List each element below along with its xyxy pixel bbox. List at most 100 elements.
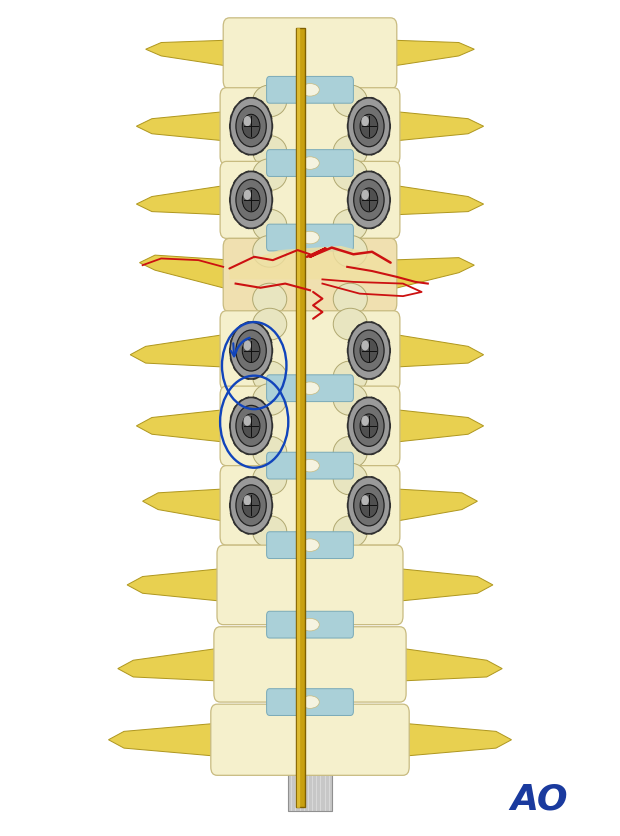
- Polygon shape: [388, 41, 474, 68]
- Polygon shape: [388, 258, 474, 291]
- Ellipse shape: [333, 86, 367, 118]
- Circle shape: [354, 486, 384, 526]
- FancyBboxPatch shape: [267, 375, 353, 402]
- Circle shape: [236, 486, 266, 526]
- Circle shape: [360, 189, 378, 212]
- Ellipse shape: [253, 210, 286, 242]
- Ellipse shape: [253, 86, 286, 118]
- Circle shape: [361, 191, 369, 201]
- Polygon shape: [140, 256, 232, 291]
- FancyBboxPatch shape: [223, 239, 397, 313]
- FancyBboxPatch shape: [220, 312, 400, 391]
- Circle shape: [244, 191, 251, 201]
- Circle shape: [348, 172, 390, 229]
- Ellipse shape: [301, 460, 319, 472]
- FancyBboxPatch shape: [267, 225, 353, 252]
- Circle shape: [230, 477, 272, 534]
- Polygon shape: [118, 648, 223, 681]
- FancyBboxPatch shape: [220, 162, 400, 239]
- Circle shape: [230, 323, 272, 380]
- Polygon shape: [391, 112, 484, 142]
- Circle shape: [230, 99, 272, 155]
- Circle shape: [242, 415, 260, 438]
- Bar: [288, 25, 332, 811]
- Polygon shape: [130, 334, 229, 368]
- Ellipse shape: [301, 157, 319, 171]
- FancyBboxPatch shape: [220, 466, 400, 546]
- Circle shape: [360, 494, 378, 517]
- Ellipse shape: [333, 361, 367, 394]
- Ellipse shape: [253, 160, 286, 191]
- Circle shape: [236, 406, 266, 446]
- Polygon shape: [391, 186, 484, 216]
- Circle shape: [242, 189, 260, 212]
- Ellipse shape: [301, 383, 319, 395]
- FancyBboxPatch shape: [220, 386, 400, 466]
- Polygon shape: [229, 247, 391, 284]
- Ellipse shape: [253, 463, 286, 495]
- Polygon shape: [143, 489, 229, 522]
- Circle shape: [348, 398, 390, 455]
- Circle shape: [230, 172, 272, 229]
- FancyBboxPatch shape: [211, 704, 409, 776]
- Circle shape: [244, 117, 251, 127]
- Ellipse shape: [333, 284, 367, 316]
- Circle shape: [348, 477, 390, 534]
- Ellipse shape: [301, 696, 319, 709]
- Circle shape: [242, 494, 260, 517]
- Ellipse shape: [333, 210, 367, 242]
- Polygon shape: [400, 723, 512, 757]
- Ellipse shape: [333, 516, 367, 548]
- FancyBboxPatch shape: [267, 689, 353, 716]
- Circle shape: [360, 115, 378, 139]
- Polygon shape: [136, 410, 229, 443]
- Ellipse shape: [253, 361, 286, 394]
- Ellipse shape: [333, 136, 367, 168]
- Bar: [288, 25, 332, 811]
- Circle shape: [354, 406, 384, 446]
- Polygon shape: [394, 568, 493, 602]
- Circle shape: [361, 117, 369, 127]
- Polygon shape: [108, 723, 220, 757]
- Ellipse shape: [253, 516, 286, 548]
- Circle shape: [242, 115, 260, 139]
- Polygon shape: [136, 186, 229, 216]
- FancyBboxPatch shape: [267, 612, 353, 639]
- Circle shape: [244, 496, 251, 506]
- Ellipse shape: [333, 385, 367, 416]
- Polygon shape: [127, 568, 226, 602]
- Circle shape: [354, 107, 384, 147]
- Ellipse shape: [333, 160, 367, 191]
- Circle shape: [348, 323, 390, 380]
- Circle shape: [236, 331, 266, 371]
- Ellipse shape: [333, 236, 367, 268]
- Ellipse shape: [253, 236, 286, 268]
- Circle shape: [244, 341, 251, 351]
- FancyBboxPatch shape: [217, 546, 403, 625]
- Circle shape: [360, 339, 378, 363]
- Ellipse shape: [253, 385, 286, 416]
- Circle shape: [361, 416, 369, 426]
- Circle shape: [242, 339, 260, 363]
- Ellipse shape: [333, 436, 367, 468]
- Ellipse shape: [253, 309, 286, 341]
- Ellipse shape: [301, 232, 319, 244]
- Polygon shape: [391, 489, 477, 522]
- FancyBboxPatch shape: [267, 453, 353, 480]
- FancyBboxPatch shape: [267, 150, 353, 177]
- FancyBboxPatch shape: [267, 78, 353, 104]
- Ellipse shape: [301, 84, 319, 97]
- Polygon shape: [391, 334, 484, 368]
- Ellipse shape: [333, 309, 367, 341]
- Polygon shape: [146, 41, 232, 68]
- FancyBboxPatch shape: [223, 18, 397, 90]
- Circle shape: [244, 416, 251, 426]
- Circle shape: [236, 181, 266, 221]
- Ellipse shape: [253, 436, 286, 468]
- Circle shape: [361, 496, 369, 506]
- FancyBboxPatch shape: [220, 89, 400, 166]
- FancyBboxPatch shape: [267, 532, 353, 558]
- Polygon shape: [397, 648, 502, 681]
- FancyBboxPatch shape: [214, 627, 406, 702]
- Circle shape: [348, 99, 390, 155]
